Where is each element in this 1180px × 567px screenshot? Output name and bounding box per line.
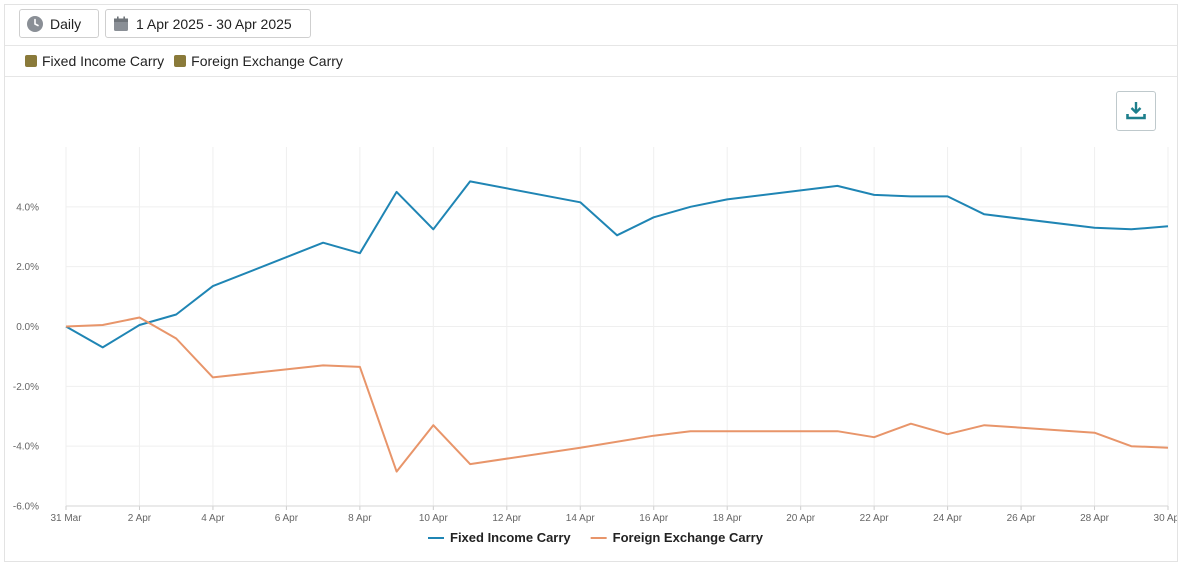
chart-legend: Fixed Income Carry Foreign Exchange Carry xyxy=(428,530,764,545)
calendar-icon xyxy=(114,16,128,31)
data-point[interactable] xyxy=(319,361,327,369)
data-point[interactable] xyxy=(135,314,143,322)
data-point[interactable] xyxy=(980,210,988,218)
x-tick-label: 18 Apr xyxy=(713,513,743,524)
x-tick-label: 16 Apr xyxy=(639,513,669,524)
data-point[interactable] xyxy=(1091,429,1099,437)
data-point[interactable] xyxy=(576,444,584,452)
filter-label: Foreign Exchange Carry xyxy=(191,52,343,69)
y-tick-label: 2.0% xyxy=(16,262,39,273)
data-point[interactable] xyxy=(393,468,401,476)
data-point[interactable] xyxy=(944,192,952,200)
y-tick-label: 4.0% xyxy=(16,202,39,213)
series-line-foreign-exchange-carry[interactable] xyxy=(65,316,1169,473)
chart-grid xyxy=(65,147,1169,510)
y-tick-label: -2.0% xyxy=(13,382,39,393)
date-range-button[interactable]: 1 Apr 2025 - 30 Apr 2025 xyxy=(105,9,311,38)
data-point[interactable] xyxy=(466,177,474,185)
data-point[interactable] xyxy=(870,191,878,199)
data-point[interactable] xyxy=(99,343,107,351)
line-chart: 4.0% 2.0% 0.0% -2.0% -4.0% -6.0% 31 Mar 2 Apr 4… xyxy=(13,147,1177,545)
data-point[interactable] xyxy=(613,231,621,239)
toolbar: Daily 1 Apr 2025 - 30 Apr 2025 xyxy=(5,5,1177,46)
legend-item-label[interactable]: Fixed Income Carry xyxy=(450,530,571,545)
data-point[interactable] xyxy=(429,421,437,429)
x-tick-label: 4 Apr xyxy=(201,513,225,524)
clock-icon xyxy=(27,15,43,32)
x-tick-label: 31 Mar xyxy=(50,513,82,524)
data-point[interactable] xyxy=(833,182,841,190)
series-filter-bar: Fixed Income Carry Foreign Exchange Carr… xyxy=(5,45,1177,77)
legend-item-label[interactable]: Foreign Exchange Carry xyxy=(613,530,764,545)
data-point[interactable] xyxy=(1127,225,1135,233)
data-point[interactable] xyxy=(870,433,878,441)
data-point[interactable] xyxy=(833,427,841,435)
data-point[interactable] xyxy=(429,225,437,233)
x-tick-label: 6 Apr xyxy=(275,513,299,524)
data-point[interactable] xyxy=(723,195,731,203)
data-point[interactable] xyxy=(172,311,180,319)
filter-foreign-exchange-carry[interactable]: Foreign Exchange Carry xyxy=(174,53,343,69)
data-point[interactable] xyxy=(686,427,694,435)
data-point[interactable] xyxy=(172,334,180,342)
data-point[interactable] xyxy=(466,460,474,468)
x-tick-label: 14 Apr xyxy=(566,513,596,524)
data-point[interactable] xyxy=(356,249,364,257)
y-tick-label: 0.0% xyxy=(16,322,39,333)
x-tick-label: 26 Apr xyxy=(1007,513,1037,524)
x-tick-label: 20 Apr xyxy=(786,513,816,524)
x-tick-label: 10 Apr xyxy=(419,513,449,524)
filter-fixed-income-carry[interactable]: Fixed Income Carry xyxy=(25,53,164,69)
data-point[interactable] xyxy=(907,420,915,428)
data-point[interactable] xyxy=(650,432,658,440)
series-line-fixed-income-carry[interactable] xyxy=(65,180,1169,349)
download-button[interactable] xyxy=(1116,91,1156,131)
x-tick-label: 30 Apr xyxy=(1154,513,1177,524)
filter-swatch xyxy=(174,54,187,67)
data-point[interactable] xyxy=(319,239,327,247)
period-selector-button[interactable]: Daily xyxy=(19,9,99,38)
data-point[interactable] xyxy=(135,321,143,329)
y-tick-label: -6.0% xyxy=(13,502,39,513)
date-range-label: 1 Apr 2025 - 30 Apr 2025 xyxy=(136,15,292,32)
y-tick-label: -4.0% xyxy=(13,442,39,453)
data-point[interactable] xyxy=(393,188,401,196)
y-axis: 4.0% 2.0% 0.0% -2.0% -4.0% -6.0% xyxy=(13,202,39,512)
data-point[interactable] xyxy=(576,198,584,206)
download-icon xyxy=(1126,102,1146,120)
period-label: Daily xyxy=(50,15,82,32)
data-point[interactable] xyxy=(1127,442,1135,450)
data-point[interactable] xyxy=(209,373,217,381)
x-tick-label: 8 Apr xyxy=(348,513,372,524)
x-axis: 31 Mar 2 Apr 4 Apr 6 Apr 8 Apr 10 Apr 12 Apr 14… xyxy=(50,513,1177,524)
data-point[interactable] xyxy=(907,192,915,200)
x-tick-label: 22 Apr xyxy=(860,513,890,524)
data-point[interactable] xyxy=(62,323,70,331)
data-point[interactable] xyxy=(1164,222,1172,230)
x-tick-label: 2 Apr xyxy=(128,513,152,524)
filter-label: Fixed Income Carry xyxy=(42,52,165,69)
filter-swatch xyxy=(25,54,37,67)
data-point[interactable] xyxy=(980,421,988,429)
data-point[interactable] xyxy=(686,203,694,211)
data-point[interactable] xyxy=(356,363,364,371)
chart-series xyxy=(62,177,1172,476)
data-point[interactable] xyxy=(209,282,217,290)
data-point[interactable] xyxy=(944,430,952,438)
data-point[interactable] xyxy=(650,213,658,221)
x-tick-label: 28 Apr xyxy=(1080,513,1110,524)
data-point[interactable] xyxy=(1164,444,1172,452)
x-tick-label: 12 Apr xyxy=(492,513,522,524)
chart-panel: Daily 1 Apr 2025 - 30 Apr 2025 Fixed Inc… xyxy=(4,4,1178,562)
data-point[interactable] xyxy=(1091,224,1099,232)
x-tick-label: 24 Apr xyxy=(933,513,963,524)
data-point[interactable] xyxy=(99,321,107,329)
